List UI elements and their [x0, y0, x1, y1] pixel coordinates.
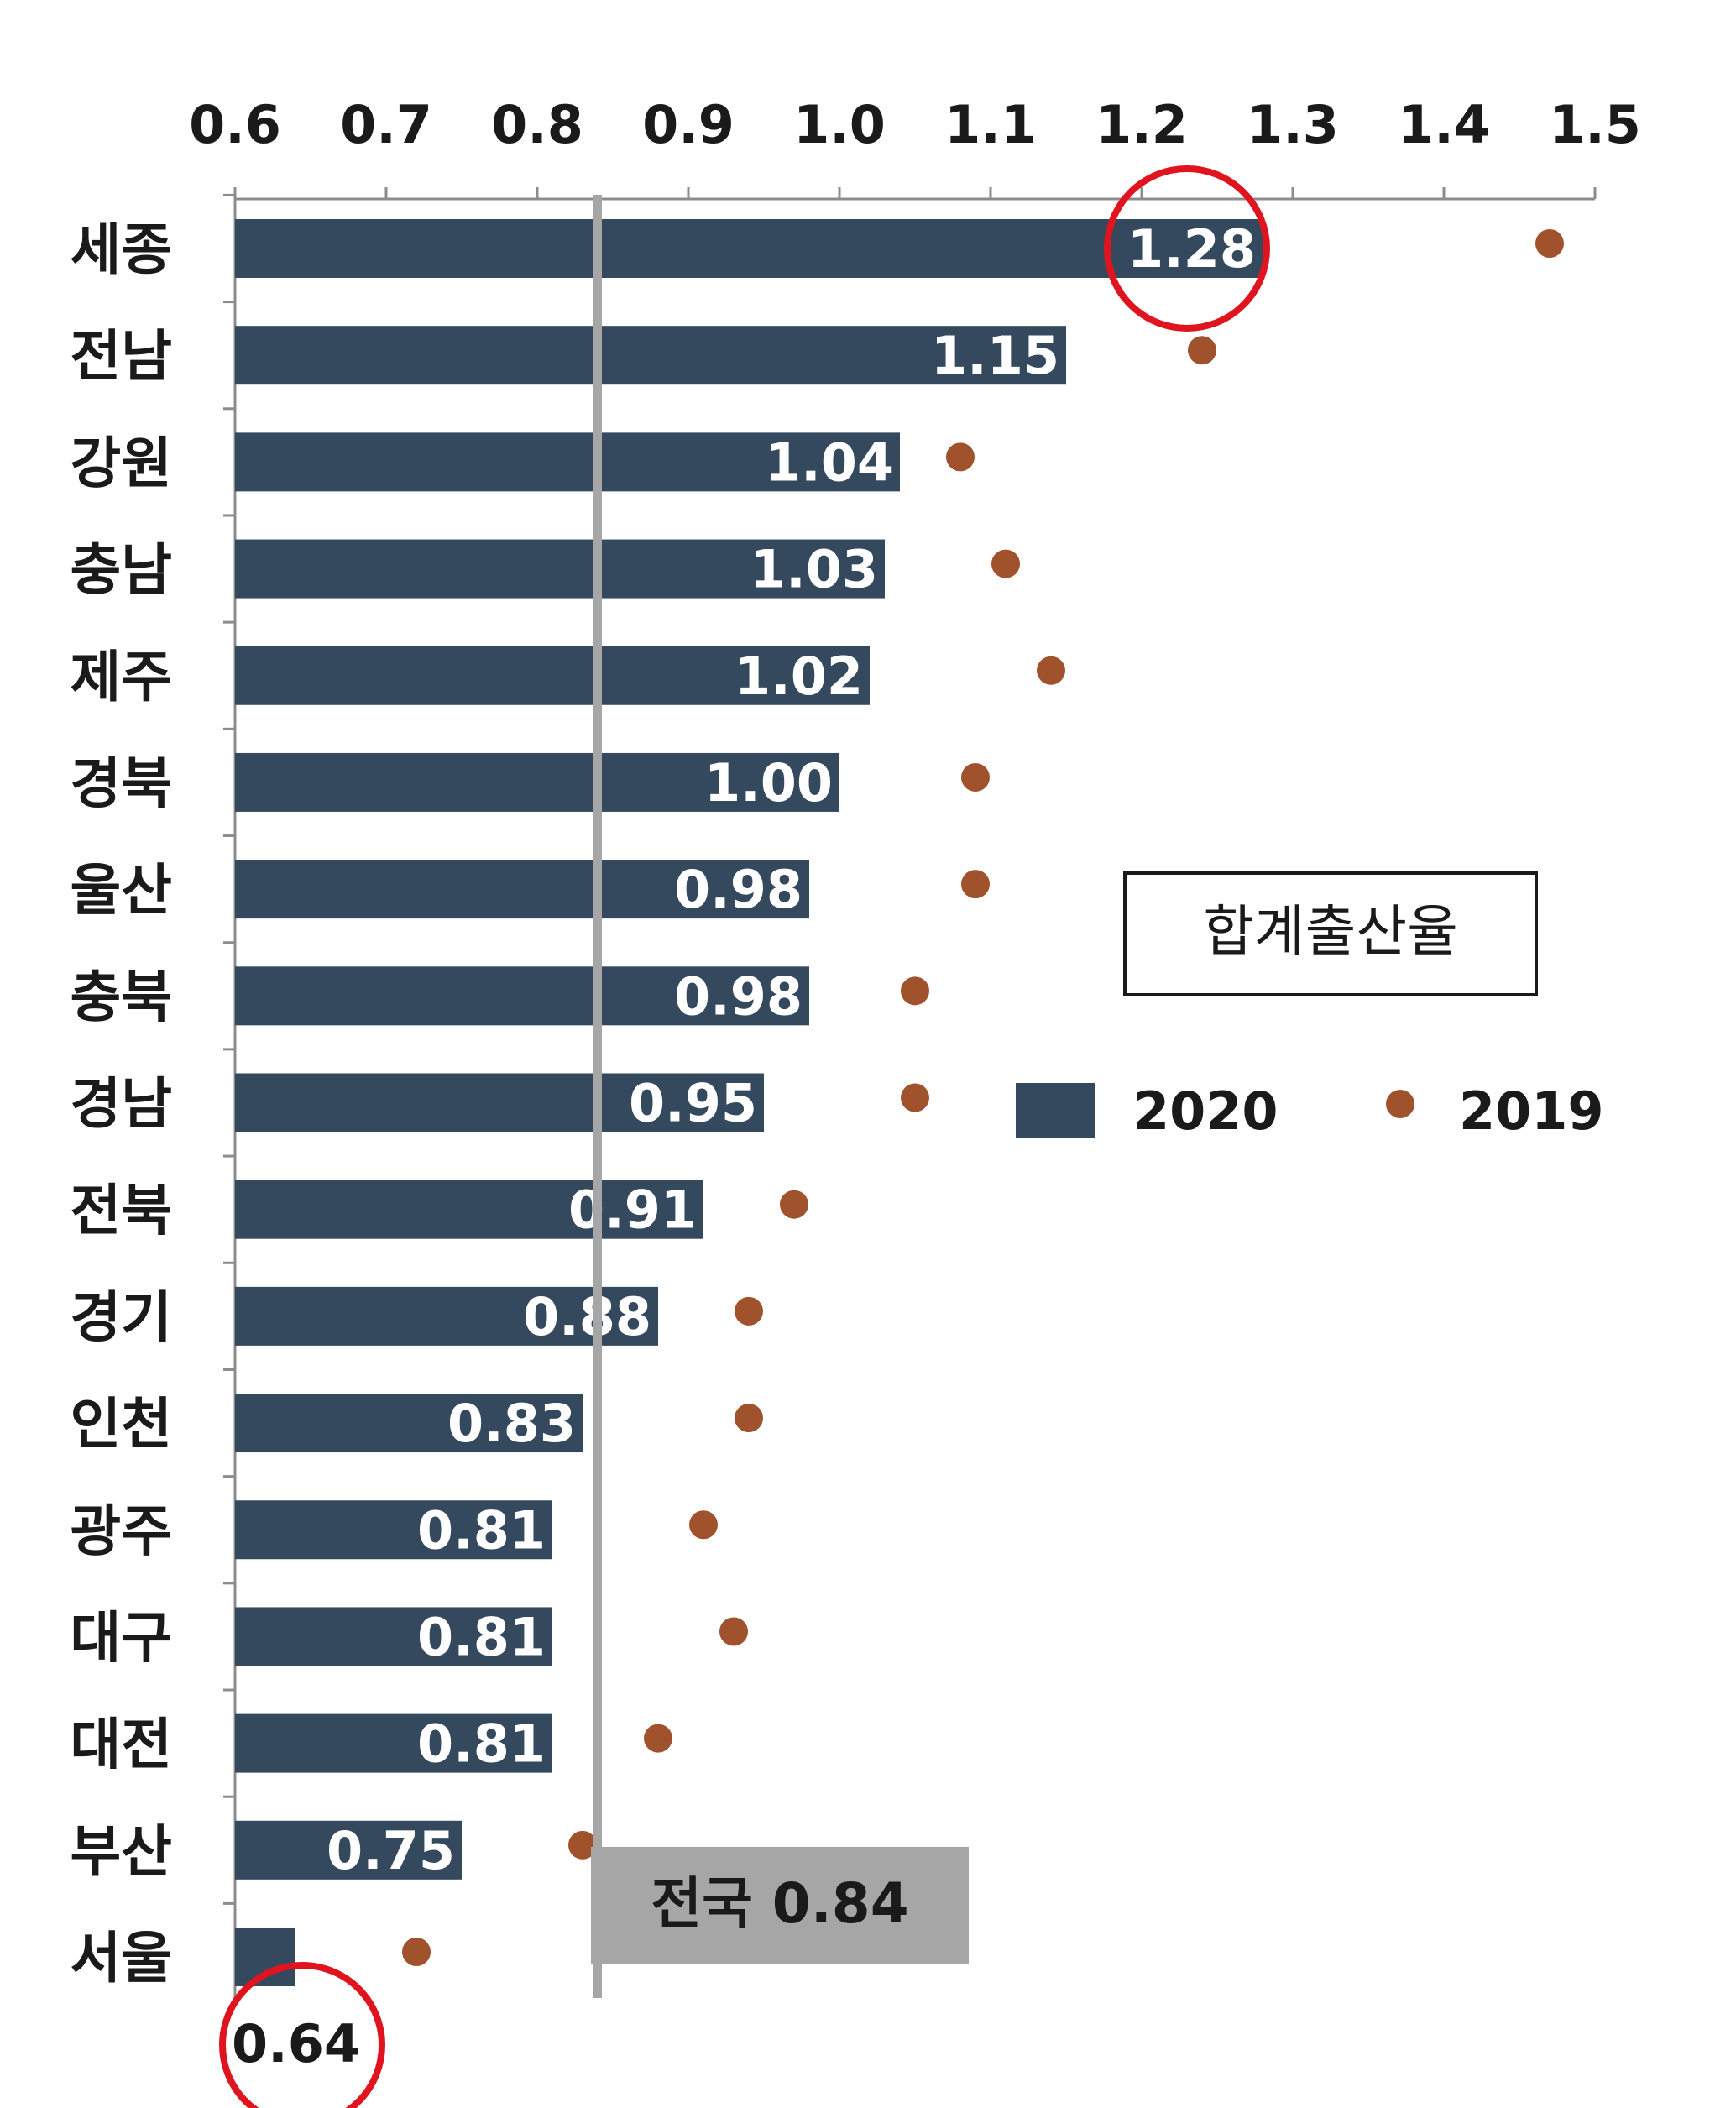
national-label: 전국 0.84: [651, 1871, 908, 1936]
dot-2019: [689, 1510, 718, 1540]
legend-label-2019: 2019: [1459, 1080, 1604, 1142]
x-tick-label: 1.0: [793, 94, 886, 155]
legend-title-box: [1123, 871, 1538, 996]
bar-value-label: 0.81: [417, 1499, 546, 1561]
dot-2019: [961, 762, 990, 792]
bar-2020: [235, 1180, 703, 1239]
category-label: 광주: [71, 1499, 172, 1563]
x-axis: 0.6 0.7 0.8 0.9 1.0 1.1 1.2 1.3 1.4 1.5: [189, 94, 1641, 201]
bar-value-label: 0.95: [629, 1073, 757, 1134]
category-label: 충북: [71, 965, 172, 1029]
bar-value-label: 0.81: [417, 1606, 546, 1667]
bar-value-label: 0.64: [232, 2013, 360, 2074]
bar-value-label: 1.04: [765, 432, 893, 493]
bar-value-label: 1.15: [931, 325, 1059, 386]
dot-2019: [946, 442, 975, 472]
bar-value-label: 1.00: [704, 752, 833, 813]
category-label: 경북: [71, 751, 172, 816]
dot-2019: [735, 1296, 763, 1326]
bar-2020: [235, 1820, 462, 1880]
dot-2019: [780, 1190, 808, 1219]
bar-2020: [235, 966, 809, 1026]
category-label: 대전: [71, 1713, 172, 1777]
dot-2019: [735, 1404, 763, 1433]
dot-2019: [1535, 229, 1564, 258]
legend: 합계출산율 2020 2019: [1016, 871, 1604, 1142]
x-tick-label: 1.2: [1095, 94, 1188, 155]
dot-2019: [901, 1083, 929, 1112]
category-label: 충남: [71, 538, 172, 603]
x-tick-label: 0.9: [642, 94, 735, 155]
category-label: 대구: [71, 1605, 172, 1670]
category-label: 세종: [71, 217, 172, 282]
category-label: 제주: [71, 645, 172, 709]
highlight-circle: [1104, 165, 1270, 332]
bar-2020: [235, 860, 809, 919]
dots-2019: [402, 229, 1564, 1966]
x-tick-label: 1.4: [1398, 94, 1490, 155]
x-tick-label: 1.3: [1247, 94, 1339, 155]
category-label: 경남: [71, 1072, 172, 1137]
bar-2020: [235, 539, 885, 599]
category-label: 전북: [71, 1179, 172, 1243]
category-label: 서울: [71, 1926, 172, 1990]
bar-2020: [235, 646, 870, 705]
x-tick-label: 0.6: [189, 94, 281, 155]
dot-2019: [402, 1938, 431, 1966]
x-tick-label: 1.5: [1549, 94, 1641, 155]
category-label: 강원: [71, 431, 172, 495]
category-label: 부산: [71, 1819, 172, 1884]
dot-2019: [1188, 336, 1216, 365]
category-label: 울산: [71, 858, 172, 923]
highlight-circle: [219, 1962, 385, 2108]
category-label: 인천: [71, 1392, 172, 1457]
legend-title: 합계출산율: [1203, 899, 1458, 964]
national-label-box: [591, 1847, 969, 1964]
dot-2019: [568, 1830, 597, 1860]
bar-2020: [235, 1394, 583, 1453]
bar-2020: [235, 1500, 552, 1560]
legend-label-2020: 2020: [1133, 1080, 1278, 1142]
category-label: 전남: [71, 324, 172, 389]
dot-2019: [991, 549, 1020, 578]
bar-value-label: 1.03: [750, 539, 878, 600]
bar-2020: [235, 326, 1066, 385]
highlights: [219, 165, 1270, 2108]
dot-2019: [719, 1617, 748, 1646]
bar-value-label: 0.81: [417, 1713, 546, 1775]
dot-2019: [1037, 656, 1065, 685]
category-label: 경기: [71, 1285, 172, 1350]
x-tick-label: 0.8: [491, 94, 583, 155]
bars-2020: 1.28 1.15 1.04 1.03 1.02 1.00 0.98 0.98 0.95 0.91…: [232, 218, 1263, 2074]
bar-value-label: 0.98: [674, 859, 803, 920]
bar-2020: [235, 1713, 552, 1773]
dot-2019: [961, 870, 990, 899]
bar-value-label: 0.91: [568, 1180, 697, 1241]
x-tick-label: 1.1: [944, 94, 1037, 155]
bar-value-label: 1.02: [735, 646, 863, 707]
bar-2020: [235, 432, 900, 492]
legend-swatch-2019: [1386, 1090, 1414, 1118]
legend-swatch-2020: [1016, 1083, 1095, 1138]
bar-2020: [235, 1607, 552, 1666]
bar-2020: [235, 752, 839, 812]
bar-value-label: 0.98: [674, 965, 803, 1027]
national-reference: 전국 0.84: [591, 195, 969, 1998]
bar-value-label: 0.83: [447, 1393, 576, 1454]
bar-value-label: 0.75: [327, 1820, 455, 1881]
bar-2020: [235, 219, 1263, 278]
bar-value-label: 1.28: [1127, 218, 1256, 280]
dot-2019: [901, 976, 929, 1006]
bar-value-label: 0.88: [523, 1286, 651, 1347]
bar-2020: [235, 1286, 658, 1346]
bar-2020: [235, 1073, 764, 1132]
dot-2019: [644, 1724, 672, 1753]
x-tick-label: 0.7: [340, 94, 432, 155]
